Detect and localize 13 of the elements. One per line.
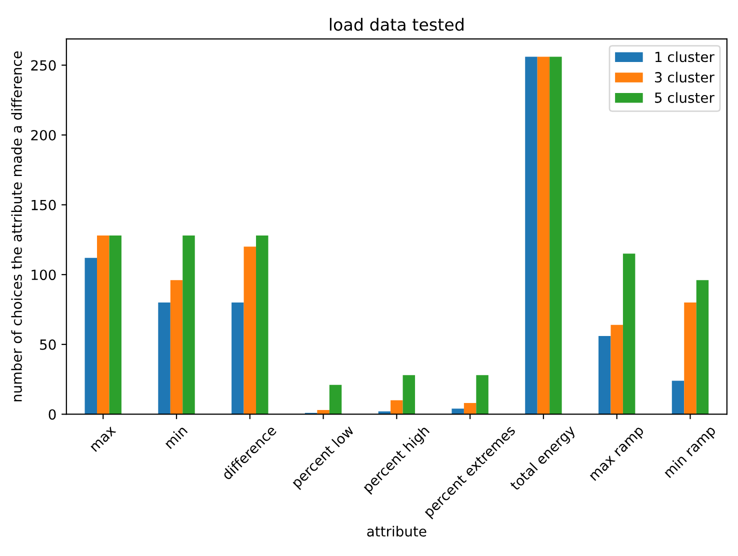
y-tick-label: 0 — [48, 409, 56, 420]
chart-title: load data tested — [330, 18, 464, 31]
y-tick-label: 200 — [31, 130, 56, 140]
y-tick-label: 50 — [40, 339, 56, 350]
y-tick-label: 150 — [32, 200, 56, 210]
legend-label: 3 cluster — [655, 72, 714, 83]
y-tick-label: 100 — [32, 270, 56, 280]
x-tick-label: min — [163, 424, 188, 450]
legend-label: 5 cluster — [655, 92, 714, 103]
legend-label: 1 cluster — [655, 51, 714, 62]
y-axis-title: number of choices the attribute made a difference — [11, 51, 22, 402]
x-axis-title: attribute — [367, 526, 426, 537]
y-tick-label: 250 — [31, 60, 56, 71]
